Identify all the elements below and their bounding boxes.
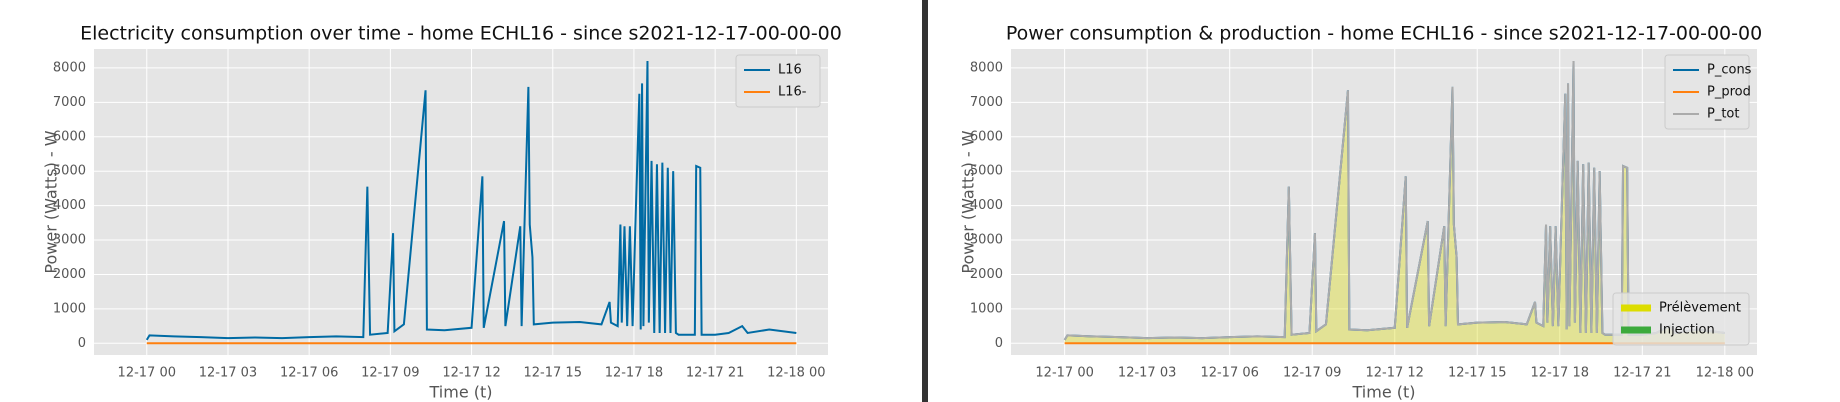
y-tick-label: 2000: [970, 267, 1003, 282]
divider: [922, 0, 928, 402]
legend-label: P_tot: [1707, 107, 1740, 122]
x-axis-label: Time (t): [1352, 383, 1416, 402]
y-axis-label: Power (Watts) - W: [42, 130, 61, 273]
y-tick-label: 6000: [970, 129, 1003, 144]
x-tick-label: 12-17 15: [1448, 366, 1506, 381]
y-tick-label: 3000: [53, 233, 86, 248]
x-tick-label: 12-17 18: [605, 366, 663, 381]
series-line: [145, 61, 797, 341]
x-tick-label: 12-17 00: [1035, 366, 1093, 381]
x-tick-label: 12-17 09: [361, 366, 419, 381]
legend-label: L16: [778, 63, 802, 78]
x-tick-label: 12-17 03: [1118, 366, 1176, 381]
x-tick-label: 12-17 12: [1366, 366, 1424, 381]
x-tick-label: 12-17 21: [686, 366, 744, 381]
x-tick-label: 12-17 00: [118, 366, 176, 381]
series-group: [145, 61, 797, 345]
chart-title: Electricity consumption over time - home…: [80, 23, 842, 45]
y-tick-label: 3000: [970, 233, 1003, 248]
x-tick-label: 12-17 18: [1531, 366, 1589, 381]
y-tick-label: 1000: [53, 301, 86, 316]
plot-area: [94, 49, 828, 355]
y-tick-label: 4000: [53, 198, 86, 213]
y-tick-label: 5000: [970, 164, 1003, 179]
y-tick-label: 7000: [970, 95, 1003, 110]
legend-box: [1664, 54, 1750, 130]
y-tick-label: 7000: [53, 95, 86, 110]
y-tick-label: 8000: [53, 60, 86, 75]
series-group: [1063, 61, 1725, 345]
x-tick-label: 12-17 15: [524, 366, 582, 381]
x-tick-label: 12-17 06: [280, 366, 338, 381]
y-tick-label: 0: [995, 336, 1003, 351]
x-tick-label: 12-17 09: [1283, 366, 1341, 381]
series-line: [1063, 61, 1725, 341]
x-tick-label: 12-17 06: [1200, 366, 1258, 381]
legend-label: L16-: [778, 85, 807, 100]
y-tick-label: 0: [78, 336, 86, 351]
legend-label: P_prod: [1707, 85, 1751, 100]
legend-label: P_cons: [1707, 63, 1752, 78]
x-tick-label: 12-17 12: [442, 366, 500, 381]
legend-label: Injection: [1659, 323, 1715, 338]
legend-label: Prélèvement: [1659, 301, 1741, 316]
x-tick-label: 12-17 21: [1613, 366, 1671, 381]
y-tick-label: 1000: [970, 301, 1003, 316]
y-tick-label: 5000: [53, 164, 86, 179]
x-axis-label: Time (t): [429, 383, 493, 402]
legend-box: [735, 54, 821, 108]
chart-title: Power consumption & production - home EC…: [1006, 23, 1762, 45]
y-axis-label: Power (Watts) - W: [959, 130, 978, 273]
x-tick-label: 12-18 00: [767, 366, 825, 381]
y-tick-label: 6000: [53, 129, 86, 144]
x-tick-label: 12-17 03: [199, 366, 257, 381]
y-tick-label: 8000: [970, 60, 1003, 75]
y-tick-label: 4000: [970, 198, 1003, 213]
chart: Power consumption & production - home EC…: [959, 23, 1763, 402]
x-tick-label: 12-18 00: [1696, 366, 1754, 381]
y-tick-label: 2000: [53, 267, 86, 282]
chart: Electricity consumption over time - home…: [42, 23, 842, 402]
